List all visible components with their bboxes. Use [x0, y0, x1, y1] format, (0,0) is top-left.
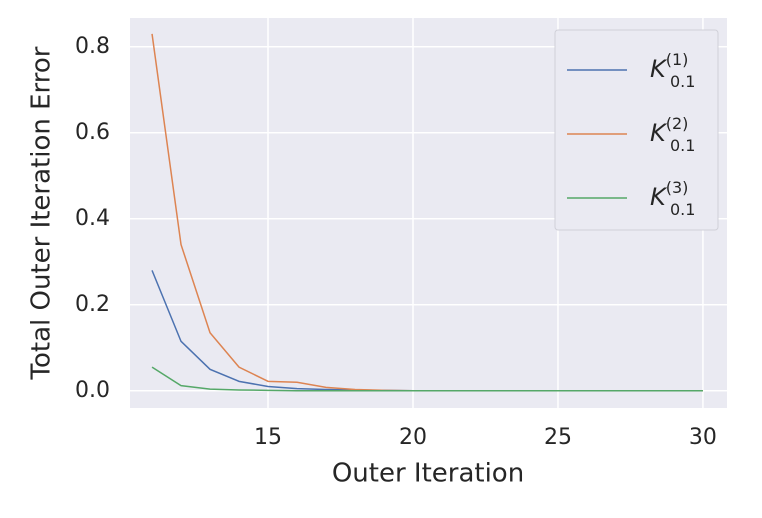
- y-tick-label: 0.6: [75, 120, 110, 145]
- legend-base: K: [650, 183, 668, 211]
- x-tick-label: 30: [689, 425, 717, 450]
- y-tick-label: 0.4: [75, 206, 110, 231]
- legend-label: K(1) 0.1: [650, 50, 695, 91]
- y-tick-label: 0.2: [75, 292, 110, 317]
- legend-sub: 0.1: [670, 136, 695, 155]
- y-tick-label: 0.0: [75, 378, 110, 403]
- x-tick-label: 20: [399, 425, 427, 450]
- legend-sup: (3): [666, 178, 689, 197]
- series-line: [151, 366, 703, 392]
- legend-base: K: [650, 119, 668, 147]
- x-tick-label: 15: [254, 425, 282, 450]
- x-tick-label: 25: [544, 425, 572, 450]
- legend-sup: (2): [666, 114, 689, 133]
- y-axis-label: Total Outer Iteration Error: [27, 46, 57, 380]
- legend-label: K(3) 0.1: [650, 178, 695, 219]
- legend-sup: (1): [666, 50, 689, 69]
- legend-box: [554, 29, 719, 231]
- y-tick-label: 0.8: [75, 34, 110, 59]
- legend-label: K(2) 0.1: [650, 114, 695, 155]
- x-axis-label: Outer Iteration: [332, 459, 524, 489]
- legend-base: K: [650, 55, 668, 83]
- legend-sub: 0.1: [670, 200, 695, 219]
- legend-sub: 0.1: [670, 72, 695, 91]
